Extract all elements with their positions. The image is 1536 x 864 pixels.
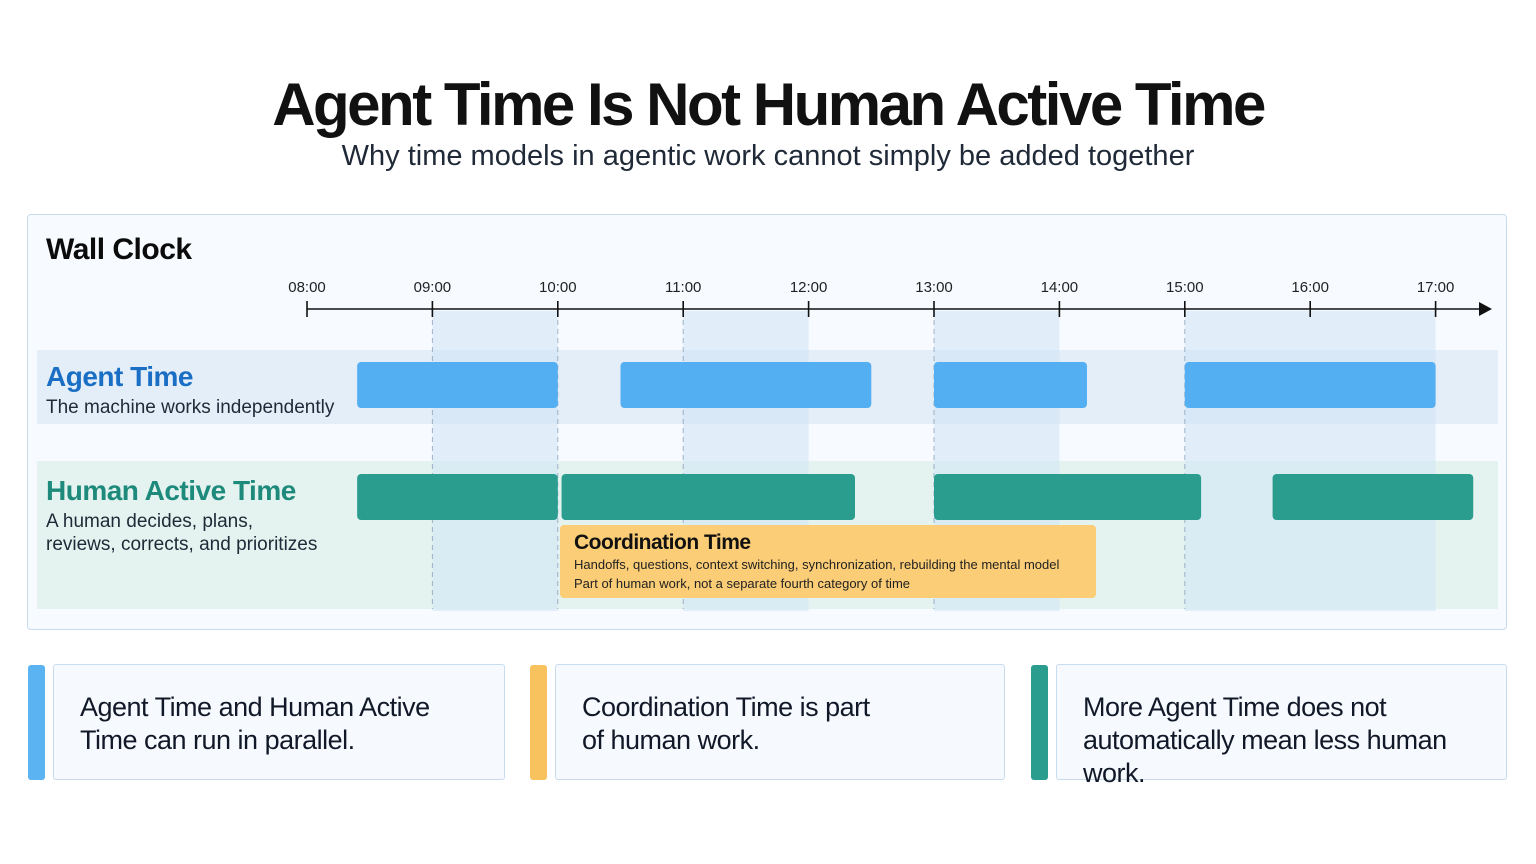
tick-label-10:00: 10:00: [539, 279, 577, 296]
page-subtitle: Why time models in agentic work cannot s…: [341, 140, 1195, 172]
tick-label-17:00: 17:00: [1416, 279, 1455, 296]
takeaway-card-2: Coordination Time is part of human work.: [555, 664, 1005, 780]
wall-clock-panel: Wall Clock 08:00 09:00 10:00 11:00 12:00 13:0…: [27, 214, 1507, 630]
agent-time-bar-4: [1184, 362, 1436, 408]
card-3-line-1: More Agent Time does not: [1083, 692, 1387, 722]
agent-time-bar-2: [620, 362, 872, 408]
tick-label-12:00: 12:00: [789, 279, 828, 296]
card-1-accent: [28, 665, 45, 780]
agent-time-bar-1: [357, 362, 558, 408]
parallel-zone-4: [1184, 311, 1436, 611]
coordination-time-box: Coordination Time Handoffs, questions, c…: [560, 525, 1096, 598]
human-active-bar-3: [934, 474, 1202, 520]
tick-label-16:00: 16:00: [1291, 279, 1329, 296]
human-active-time-title: Human Active Time: [46, 475, 296, 506]
takeaway-card-3: More Agent Time does not automatically m…: [1056, 664, 1507, 788]
human-active-bar-1: [357, 474, 558, 520]
card-2-line-2: of human work.: [582, 725, 760, 755]
card-2-accent: [530, 665, 547, 780]
agent-time-title: Agent Time: [46, 361, 193, 392]
human-active-bar-4: [1272, 474, 1474, 520]
coordination-title: Coordination Time: [574, 531, 751, 554]
tick-label-09:00: 09:00: [413, 279, 452, 296]
tick-label-13:00: 13:00: [915, 279, 953, 296]
agent-time-bar-3: [934, 362, 1087, 408]
tick-label-14:00: 14:00: [1040, 279, 1079, 296]
coordination-line-1: Handoffs, questions, context switching, …: [574, 557, 1060, 572]
card-1-line-1: Agent Time and Human Active: [80, 692, 430, 722]
takeaway-card-1: Agent Time and Human Active Time can run…: [53, 664, 505, 780]
tick-label-11:00: 11:00: [664, 279, 702, 296]
human-desc-line-2: reviews, corrects, and prioritizes: [46, 534, 318, 555]
card-2-line-1: Coordination Time is part: [582, 692, 870, 722]
page-title: Agent Time Is Not Human Active Time: [272, 71, 1266, 138]
parallel-zone-1: [432, 311, 558, 611]
card-1-line-2: Time can run in parallel.: [80, 725, 355, 755]
human-active-bar-2: [561, 474, 855, 520]
coordination-line-2: Part of human work, not a separate fourt…: [574, 576, 911, 591]
card-3-line-2: automatically mean less human work.: [1083, 725, 1447, 788]
tick-label-08:00: 08:00: [288, 279, 326, 296]
human-active-time-description: A human decides, plans, reviews, correct…: [46, 510, 346, 556]
panel-title: Wall Clock: [46, 233, 192, 266]
axis-arrow: [1479, 302, 1492, 316]
card-3-accent: [1031, 665, 1048, 780]
tick-label-15:00: 15:00: [1166, 279, 1204, 296]
agent-time-description: The machine works independently: [46, 397, 335, 418]
human-desc-line-1: A human decides, plans,: [46, 511, 254, 532]
